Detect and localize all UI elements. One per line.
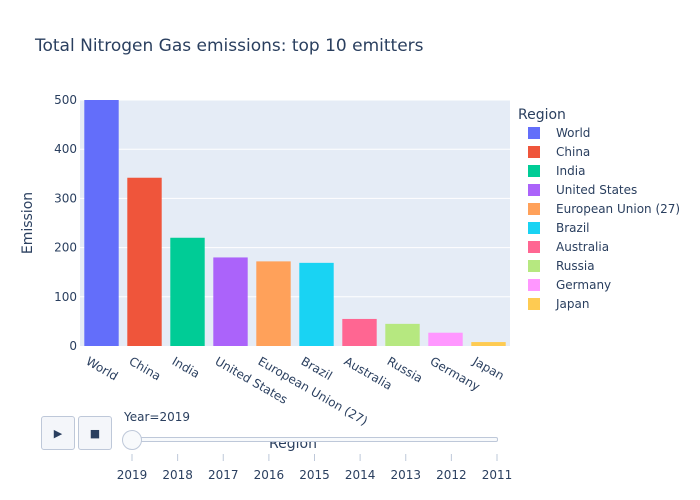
legend-swatch[interactable] [528,203,540,215]
legend-item-label[interactable]: China [556,145,590,159]
legend-swatch[interactable] [528,279,540,291]
slider-step-label[interactable]: 2016 [254,468,285,482]
bar-8[interactable] [385,323,420,346]
y-tick-label: 300 [54,191,77,205]
play-button[interactable]: ▶ [41,416,75,450]
pause-icon: ■ [89,426,101,440]
bar-9[interactable] [428,332,463,346]
x-tick-label: China [127,354,164,383]
x-tick-label: Australia [342,354,395,393]
legend-swatch[interactable] [528,165,540,177]
slider-steps: 2019 2018 2017 2016 2015 2014 2013 2012 2011 [117,454,513,482]
y-axis-ticks: 0 100 200 300 400 500 [54,93,77,353]
bar-10[interactable] [471,342,506,346]
chart-title: Total Nitrogen Gas emissions: top 10 emi… [34,36,424,56]
x-tick-label: India [170,354,203,381]
slider-step-label[interactable]: 2011 [482,468,513,482]
legend-item-label[interactable]: World [556,126,590,140]
play-icon: ▶ [53,426,63,440]
pause-button[interactable]: ■ [78,416,112,450]
year-slider-track[interactable] [131,437,498,442]
legend-swatch[interactable] [528,241,540,253]
slider-step-label[interactable]: 2017 [208,468,239,482]
bar-1[interactable] [84,100,119,346]
legend-swatch[interactable] [528,127,540,139]
slider-step-label[interactable]: 2012 [436,468,467,482]
legend-swatch[interactable] [528,146,540,158]
legend-swatch[interactable] [528,222,540,234]
legend-swatch[interactable] [528,184,540,196]
legend-item-label[interactable]: Brazil [556,221,590,235]
bars [84,100,506,346]
legend-swatch[interactable] [528,298,540,310]
legend-item-label[interactable]: United States [556,183,637,197]
bar-5[interactable] [256,261,291,346]
slider-step-label[interactable]: 2013 [390,468,421,482]
legend-item-label[interactable]: Russia [556,259,595,273]
y-tick-label: 200 [54,241,77,255]
legend-swatch[interactable] [528,260,540,272]
slider-step-label[interactable]: 2018 [162,468,193,482]
legend-item-label[interactable]: Australia [556,240,609,254]
y-tick-label: 0 [69,339,77,353]
y-axis-title: Emission [20,192,36,254]
legend-item-label[interactable]: Germany [556,278,611,292]
year-slider-handle[interactable] [122,430,142,450]
legend-item-label[interactable]: India [556,164,585,178]
legend: World China India United States European Uni… [528,126,680,311]
legend-item-label[interactable]: European Union (27) [556,202,680,216]
bar-2[interactable] [127,177,162,346]
y-tick-label: 400 [54,142,77,156]
x-tick-label: United States [213,354,290,407]
y-tick-label: 500 [54,93,77,107]
slider-step-label[interactable]: 2019 [117,468,148,482]
x-tick-label: World [84,354,121,383]
slider-step-label[interactable]: 2014 [345,468,376,482]
legend-title: Region [518,107,566,123]
bar-7[interactable] [342,318,377,346]
bar-6[interactable] [299,262,334,346]
slider-step-label[interactable]: 2015 [299,468,330,482]
y-tick-label: 100 [54,290,77,304]
bar-3[interactable] [170,237,205,346]
legend-item-label[interactable]: Japan [555,297,589,311]
slider-current-label: Year=2019 [124,410,190,424]
bar-4[interactable] [213,257,248,346]
